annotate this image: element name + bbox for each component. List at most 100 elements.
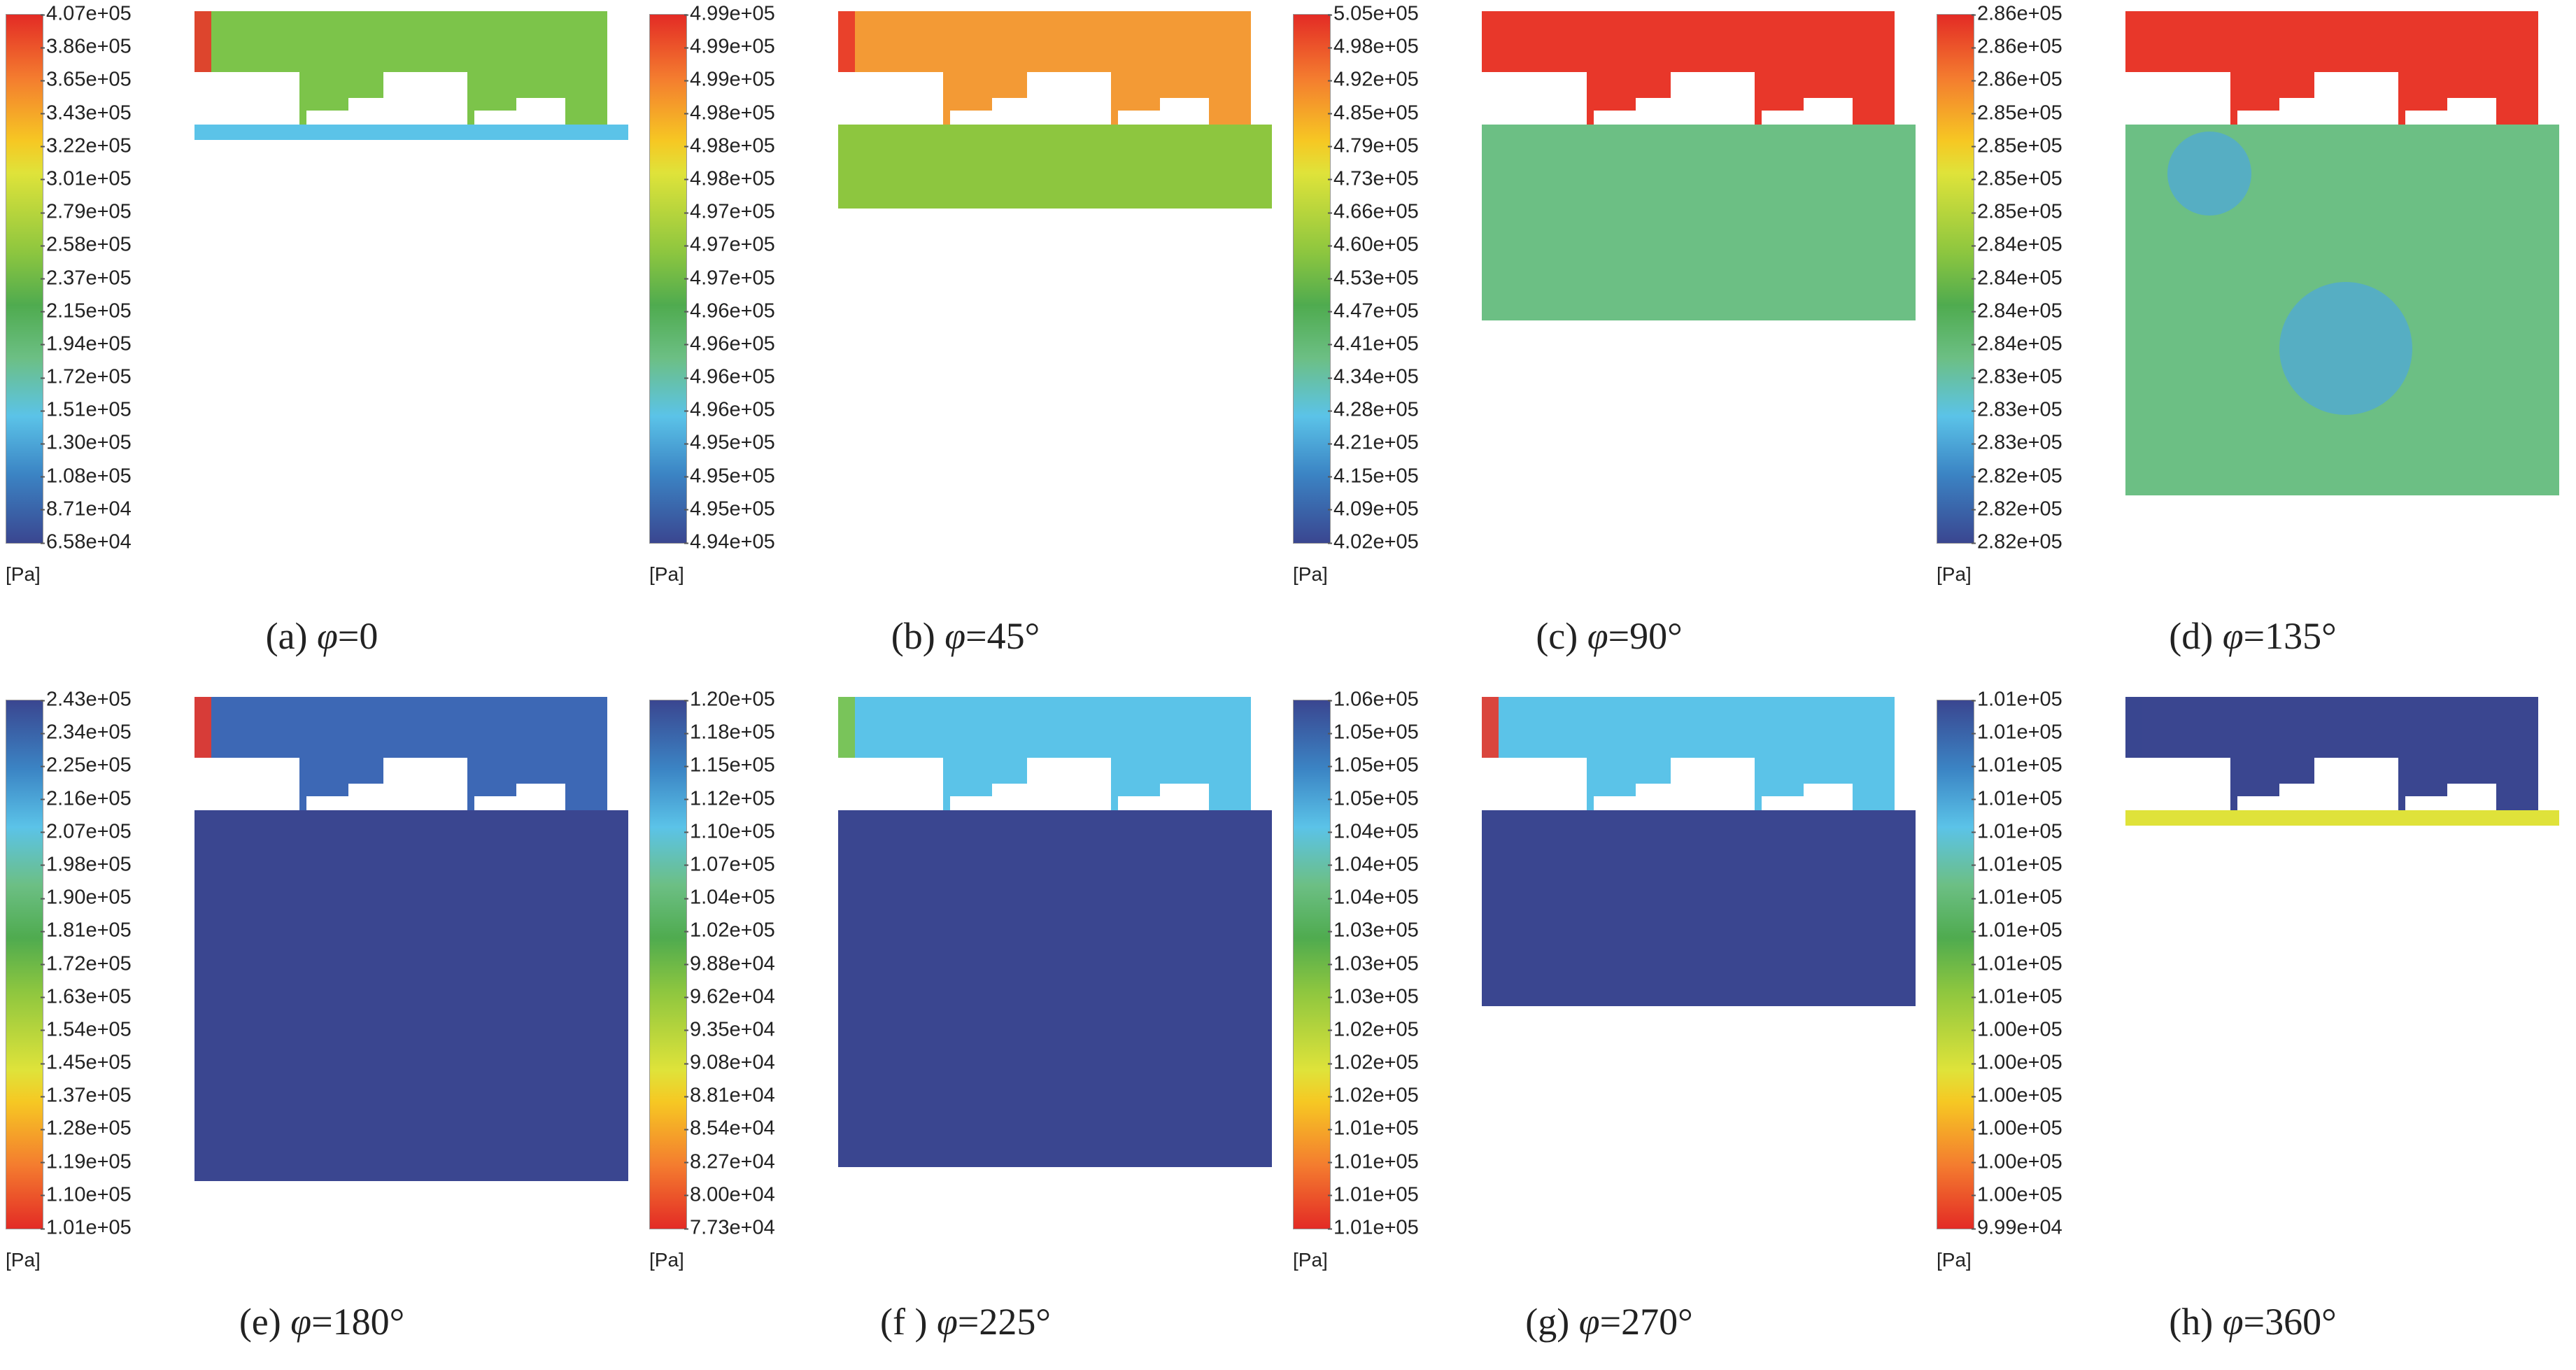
gap-slot <box>2405 111 2489 125</box>
caption-value: =90° <box>1608 615 1683 657</box>
colorbar-tick-label: 4.96e+05 <box>684 398 775 421</box>
colorbar-tick-label: 1.07e+05 <box>684 853 775 876</box>
gap-slot <box>2237 796 2321 810</box>
colorbar-tick-label: 1.10e+05 <box>684 820 775 843</box>
caption-symbol: φ <box>937 1301 958 1343</box>
colorbar-tick-label: 1.01e+05 <box>1972 787 2062 810</box>
colorbar <box>649 700 687 1229</box>
colorbar-tick-label: 4.41e+05 <box>1328 332 1419 355</box>
colorbar-tick-label: 4.79e+05 <box>1328 134 1419 157</box>
colorbar-tick-label: 1.54e+05 <box>41 1018 132 1041</box>
colorbar-tick-label: 2.82e+05 <box>1972 530 2062 553</box>
colorbar-tick-label: 2.82e+05 <box>1972 497 2062 521</box>
colorbar-tick-label: 4.66e+05 <box>1328 200 1419 223</box>
caption-value: =360° <box>2243 1301 2337 1343</box>
colorbar-tick-label: 1.03e+05 <box>1328 919 1419 942</box>
caption-prefix: (e) <box>239 1301 291 1343</box>
colorbar-tick-label: 1.02e+05 <box>1328 1051 1419 1074</box>
colorbar-tick-label: 4.98e+05 <box>684 101 775 125</box>
colorbar <box>1293 700 1331 1229</box>
caption-symbol: φ <box>1578 1301 1600 1343</box>
colorbar-tick-label: 2.37e+05 <box>41 267 132 289</box>
colorbar-tick-label: 1.01e+05 <box>1972 688 2062 711</box>
colorbar-tick-label: 1.00e+05 <box>1972 1018 2062 1041</box>
colorbar-tick-label: 4.85e+05 <box>1328 101 1419 125</box>
colorbar-tick-label: 1.05e+05 <box>1328 787 1419 810</box>
hot-spot <box>838 11 855 72</box>
colorbar-tick-label: 1.72e+05 <box>41 365 132 388</box>
colorbar-tick-label: 1.45e+05 <box>41 1051 132 1074</box>
colorbar-tick-label: 2.85e+05 <box>1972 134 2062 157</box>
caption-value: =45° <box>965 615 1040 657</box>
unit-label: [Pa] <box>649 563 684 585</box>
colorbar-tick-label: 1.04e+05 <box>1328 886 1419 909</box>
caption-prefix: (b) <box>891 615 945 657</box>
gap-slot <box>2405 796 2489 810</box>
colorbar-tick-label: 1.18e+05 <box>684 721 775 744</box>
panel-caption: (e) φ=180° <box>0 1300 644 1343</box>
contour-plot <box>194 697 628 1181</box>
colorbar-tick-label: 4.99e+05 <box>684 35 775 58</box>
colorbar-tick-label: 1.01e+05 <box>1972 919 2062 942</box>
colorbar-tick-label: 1.00e+05 <box>1972 1084 2062 1107</box>
colorbar-tick-label: 6.58e+04 <box>41 530 132 553</box>
colorbar-tick-label: 2.84e+05 <box>1972 332 2062 355</box>
colorbar-tick-label: 4.21e+05 <box>1328 431 1419 454</box>
unit-label: [Pa] <box>1293 563 1328 585</box>
upper-domain <box>838 697 1251 810</box>
gap-slot <box>474 111 558 125</box>
contour-plot <box>1482 697 1916 1006</box>
colorbar-tick-label: 9.62e+04 <box>684 985 775 1008</box>
colorbar-tick-label: 4.15e+05 <box>1328 465 1419 488</box>
colorbar-tick-label: 4.53e+05 <box>1328 267 1419 289</box>
colorbar-tick-label: 1.00e+05 <box>1972 1051 2062 1074</box>
colorbar-tick-label: 4.99e+05 <box>684 2 775 25</box>
colorbar-tick-label: 4.34e+05 <box>1328 365 1419 388</box>
caption-prefix: (f ) <box>880 1301 937 1343</box>
gap-slot <box>1118 796 1202 810</box>
colorbar-tick-label: 4.92e+05 <box>1328 68 1419 91</box>
hot-spot <box>838 697 855 758</box>
colorbar-tick-label: 1.72e+05 <box>41 952 132 975</box>
colorbar-tick-label: 1.63e+05 <box>41 985 132 1008</box>
unit-label: [Pa] <box>1293 1249 1328 1271</box>
colorbar-tick-label: 1.04e+05 <box>1328 853 1419 876</box>
colorbar-tick-label: 4.09e+05 <box>1328 497 1419 521</box>
colorbar-tick-label: 4.98e+05 <box>684 134 775 157</box>
colorbar-tick-label: 4.02e+05 <box>1328 530 1419 553</box>
panel-caption: (d) φ=135° <box>1931 614 2575 658</box>
colorbar <box>1937 14 1974 544</box>
colorbar-tick-label: 1.15e+05 <box>684 754 775 777</box>
colorbar-tick-label: 4.94e+05 <box>684 530 775 553</box>
caption-symbol: φ <box>2222 615 2244 657</box>
colorbar-tick-label: 4.99e+05 <box>684 68 775 91</box>
caption-symbol: φ <box>944 615 966 657</box>
low-pressure-vortex <box>2279 282 2412 415</box>
upper-domain <box>1482 697 1895 810</box>
colorbar-tick-label: 2.84e+05 <box>1972 299 2062 323</box>
colorbar-tick-label: 4.28e+05 <box>1328 398 1419 421</box>
caption-value: =270° <box>1599 1301 1693 1343</box>
colorbar-tick-label: 1.00e+05 <box>1972 1150 2062 1173</box>
colorbar-tick-label: 4.97e+05 <box>684 267 775 289</box>
panel-d: 2.86e+05 2.86e+05 2.86e+05 2.85e+05 2.85e+05… <box>1931 3 2575 684</box>
panel-a: 4.07e+05 3.86e+05 3.65e+05 3.43e+05 3.22e+05… <box>0 3 644 684</box>
panel-b: 4.99e+05 4.99e+05 4.99e+05 4.98e+05 4.98e+05… <box>644 2 1287 684</box>
colorbar-tick-label: 8.71e+04 <box>41 497 132 521</box>
colorbar-tick-label: 2.16e+05 <box>41 787 132 810</box>
colorbar-tick-label: 4.73e+05 <box>1328 167 1419 190</box>
lower-domain <box>2125 810 2559 826</box>
colorbar <box>1293 14 1331 544</box>
caption-symbol: φ <box>290 1301 312 1343</box>
gap-slot <box>1762 796 1846 810</box>
colorbar <box>1937 700 1974 1229</box>
colorbar-tick-label: 4.98e+05 <box>684 167 775 190</box>
contour-plot <box>194 11 628 140</box>
colorbar-tick-label: 1.01e+05 <box>1972 853 2062 876</box>
colorbar-tick-label: 1.01e+05 <box>1972 886 2062 909</box>
colorbar-ticks: 4.07e+05 3.86e+05 3.65e+05 3.43e+05 3.22e+05… <box>41 3 193 552</box>
colorbar-tick-label: 1.04e+05 <box>684 886 775 909</box>
colorbar-tick-label: 4.96e+05 <box>684 365 775 388</box>
panel-caption: (c) φ=90° <box>1287 614 1931 658</box>
panel-g: 1.06e+05 1.05e+05 1.05e+05 1.05e+05 1.04e+05… <box>1287 689 1931 1370</box>
